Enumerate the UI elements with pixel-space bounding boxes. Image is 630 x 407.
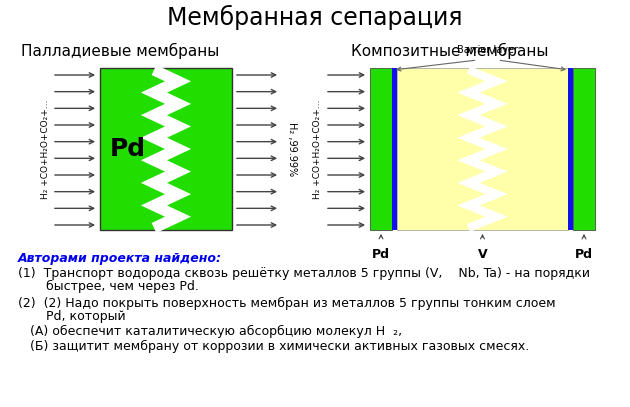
Bar (397, 68, 568, 230)
Text: Pd: Pd (575, 248, 593, 261)
Text: (Б) защитит мембрану от коррозии в химически активных газовых смесях.: (Б) защитит мембрану от коррозии в химич… (18, 340, 529, 353)
Text: Pd: Pd (372, 248, 390, 261)
Text: Композитные мембраны: Композитные мембраны (352, 43, 549, 59)
Bar (370, 68, 392, 230)
Text: Мембранная сепарация: Мембранная сепарация (167, 5, 463, 30)
Text: Barrier layer: Barrier layer (457, 45, 518, 55)
Text: (А) обеспечит каталитическую абсорбцию молекул H  ₂,: (А) обеспечит каталитическую абсорбцию м… (18, 325, 402, 338)
Text: Pd: Pd (110, 137, 146, 161)
Text: (2)  (2) Надо покрыть поверхность мембран из металлов 5 группы тонким слоем: (2) (2) Надо покрыть поверхность мембран… (18, 297, 556, 310)
Text: Pd, который: Pd, который (18, 310, 125, 323)
Text: V: V (478, 248, 488, 261)
Text: H₂ +CO+H₂O+CO₂+...: H₂ +CO+H₂O+CO₂+... (40, 99, 50, 199)
Text: H₂ ,99.99%: H₂ ,99.99% (287, 122, 297, 176)
Text: Палладиевые мембраны: Палладиевые мембраны (21, 43, 219, 59)
Text: быстрее, чем через Pd.: быстрее, чем через Pd. (18, 280, 199, 293)
Text: Авторами проекта найдено:: Авторами проекта найдено: (18, 252, 222, 265)
Bar (100, 68, 232, 230)
Bar (573, 68, 595, 230)
Text: H₂ +CO+H₂O+CO₂+...: H₂ +CO+H₂O+CO₂+... (314, 99, 323, 199)
Bar (568, 68, 573, 230)
Bar (392, 68, 397, 230)
Text: (1)  Транспорт водорода сквозь решётку металлов 5 группы (V,    Nb, Ta) - на пор: (1) Транспорт водорода сквозь решётку ме… (18, 267, 590, 280)
